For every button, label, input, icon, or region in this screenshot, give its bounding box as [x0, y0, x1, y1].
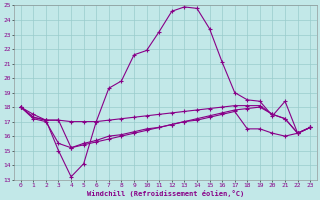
X-axis label: Windchill (Refroidissement éolien,°C): Windchill (Refroidissement éolien,°C): [87, 190, 244, 197]
